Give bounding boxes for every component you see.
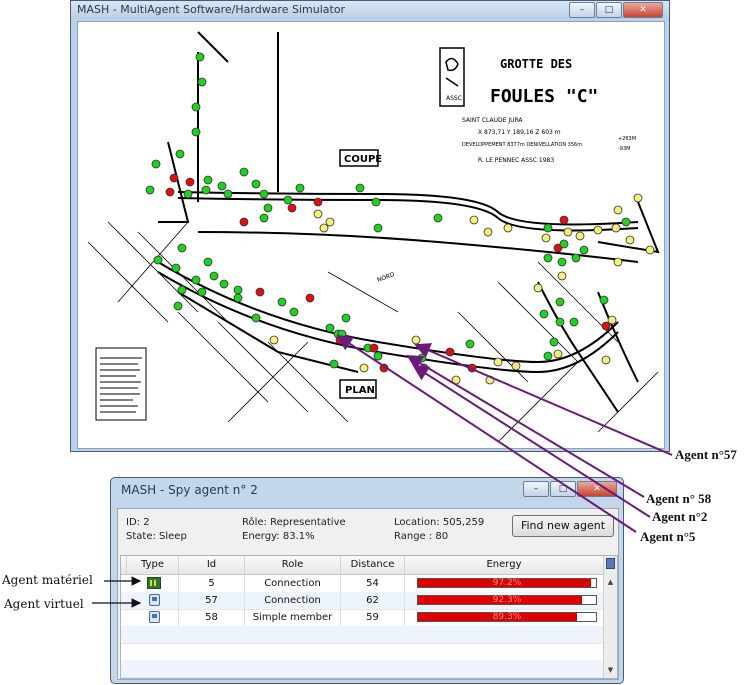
energy-fill: [418, 596, 583, 604]
agent-energy: Energy: 83.1%: [242, 531, 315, 542]
close-button[interactable]: ✕: [623, 2, 663, 18]
spy-window-title: MASH - Spy agent n° 2: [121, 483, 258, 497]
maximize-button[interactable]: □: [596, 2, 622, 18]
agent-role: Rôle: Representative: [242, 517, 346, 528]
logo-text: ASSC: [446, 95, 462, 102]
empty-row: [121, 643, 603, 661]
hardware-agent-icon: [147, 577, 161, 589]
logo-drawing: [445, 57, 459, 87]
agent-range: Range : 80: [394, 531, 449, 542]
map-development: DEVELOPPEMENT 8377m DENIVELLATION 356m: [462, 142, 582, 148]
empty-row: [121, 626, 603, 644]
id-cell: 57: [179, 592, 245, 609]
annotation-virtual-agent: Agent virtuel: [4, 597, 84, 611]
main-window-title: MASH - MultiAgent Software/Hardware Simu…: [77, 3, 346, 16]
virtual-agent-icon: [149, 611, 160, 623]
energy-bar: 97.2%: [417, 578, 597, 588]
empty-row: [121, 660, 603, 678]
map-elev-2: -93M: [618, 146, 630, 152]
coupe-label: COUPE: [344, 154, 382, 165]
column-chooser-icon[interactable]: [606, 558, 615, 569]
legend-box: [95, 347, 147, 421]
scroll-up-icon[interactable]: ▲: [607, 578, 614, 586]
col-id[interactable]: Id: [179, 556, 245, 574]
energy-label: 97.2%: [492, 578, 522, 588]
agent-state: State: Sleep: [126, 531, 187, 542]
map-location: SAINT CLAUDE JURA: [462, 117, 523, 124]
agent-location: Location: 505,259: [394, 517, 485, 528]
role-cell: Simple member: [245, 609, 341, 626]
table-row[interactable]: 5 Connection 54 97.2%: [121, 575, 603, 593]
energy-label: 89.3%: [492, 612, 522, 622]
id-cell: 58: [179, 609, 245, 626]
map-title-2: FOULES "C": [490, 86, 598, 107]
type-cell: [127, 575, 179, 592]
simulation-canvas[interactable]: ASSC GROTTE DES FOULES "C" SAINT CLAUDE …: [77, 21, 665, 449]
type-cell: [127, 609, 179, 626]
agent-id: ID: 2: [126, 517, 150, 528]
spy-titlebar[interactable]: MASH - Spy agent n° 2 – □ ✕: [111, 478, 623, 500]
spy-close-button[interactable]: ✕: [577, 481, 617, 497]
col-distance[interactable]: Distance: [341, 556, 405, 574]
annotation-agent-57: Agent n°57: [675, 447, 737, 462]
main-titlebar[interactable]: MASH - MultiAgent Software/Hardware Simu…: [71, 1, 669, 19]
table-scrollbar[interactable]: ▲ ▼: [603, 556, 617, 678]
energy-bar: 89.3%: [417, 612, 597, 622]
map-title-1: GROTTE DES: [500, 57, 572, 71]
main-window: MASH - MultiAgent Software/Hardware Simu…: [70, 0, 670, 452]
energy-fill: [418, 613, 577, 621]
table-header: Type Id Role Distance Energy: [121, 556, 603, 575]
plan-label: PLAN: [345, 385, 375, 396]
map-coords: X 873,71 Y 189,16 Z 603 m: [478, 129, 561, 136]
cave-section: [158, 31, 660, 254]
role-cell: Connection: [245, 575, 341, 592]
col-energy[interactable]: Energy: [486, 559, 522, 570]
map-elev-1: +263M: [618, 136, 636, 142]
col-type[interactable]: Type: [127, 556, 179, 574]
coupe-frame: [339, 149, 379, 167]
minimize-button[interactable]: –: [569, 2, 595, 18]
table-row[interactable]: 57 Connection 62 92.3%: [121, 592, 603, 610]
cave-plan: [157, 231, 639, 413]
type-cell: [127, 592, 179, 609]
table-row[interactable]: 58 Simple member 59 89.3%: [121, 609, 603, 627]
agent-info-panel: ID: 2 State: Sleep Rôle: Representative …: [117, 508, 619, 680]
neighbor-table: Type Id Role Distance Energy 5 Connectio…: [120, 555, 618, 679]
distance-cell: 54: [341, 575, 405, 592]
energy-cell: 92.3%: [405, 592, 603, 609]
col-role[interactable]: Role: [245, 556, 341, 574]
annotation-hardware-agent: Agent matériel: [2, 573, 93, 587]
find-new-agent-button[interactable]: Find new agent: [512, 515, 614, 537]
energy-label: 92.3%: [492, 595, 522, 605]
role-cell: Connection: [245, 592, 341, 609]
spy-window: MASH - Spy agent n° 2 – □ ✕ ID: 2 State:…: [110, 477, 624, 684]
cave-map: ASSC GROTTE DES FOULES "C" SAINT CLAUDE …: [87, 31, 660, 443]
legend-lines: [100, 357, 142, 413]
logo-frame: [439, 47, 465, 107]
scroll-down-icon[interactable]: ▼: [607, 666, 614, 674]
map-author: R. LE PENNEC ASSC 1983: [478, 157, 554, 164]
north-label: NORD: [376, 271, 396, 284]
distance-cell: 59: [341, 609, 405, 626]
energy-bar: 92.3%: [417, 595, 597, 605]
virtual-agent-icon: [149, 594, 160, 606]
energy-fill: [418, 579, 592, 587]
annotation-agent-2: Agent n°2: [652, 509, 708, 524]
annotation-agent-58: Agent n° 58: [646, 491, 712, 506]
spy-maximize-button[interactable]: □: [550, 481, 576, 497]
spy-minimize-button[interactable]: –: [523, 481, 549, 497]
annotation-agent-5: Agent n°5: [640, 529, 696, 544]
distance-cell: 62: [341, 592, 405, 609]
energy-cell: 89.3%: [405, 609, 603, 626]
id-cell: 5: [179, 575, 245, 592]
energy-cell: 97.2%: [405, 575, 603, 592]
